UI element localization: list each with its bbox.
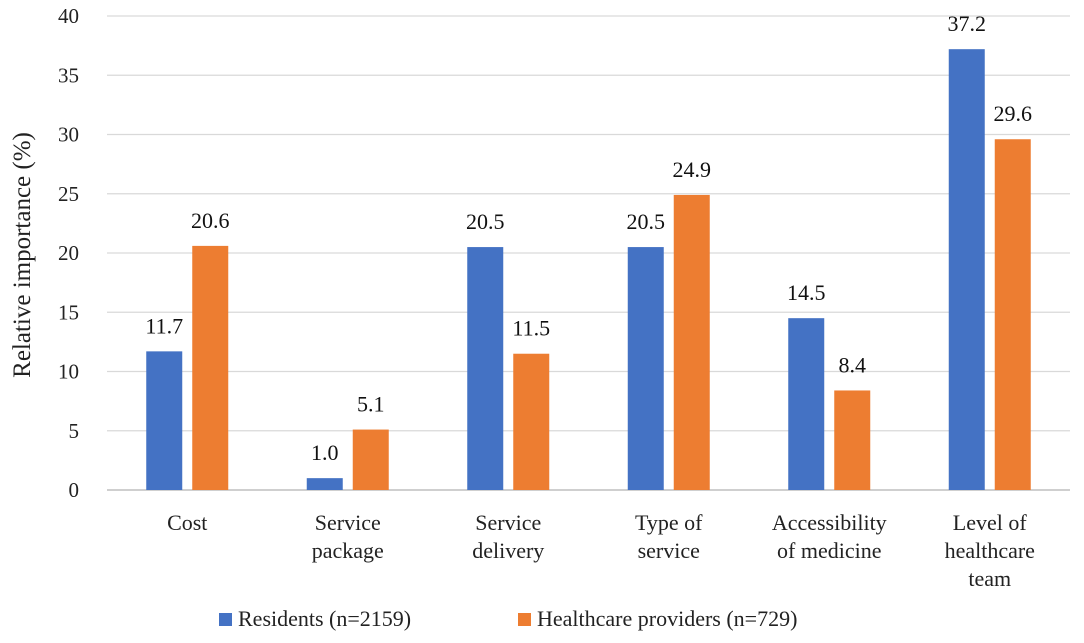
legend: Residents (n=2159) Healthcare providers (… [219,606,797,631]
y-tick-label: 0 [69,478,80,502]
category-label: Service delivery [472,510,544,563]
gridlines [107,15,1070,491]
legend-swatch [219,613,232,626]
y-tick-label: 20 [58,241,79,265]
bar-residents-2 [467,247,504,490]
y-tick-label: 40 [58,4,79,28]
category-label: Level of healthcare team [945,510,1035,591]
category-labels: Cost Service package Service delivery Type of… [167,510,1035,591]
data-labels: 11.7 1.0 20.5 20.5 14.5 37.2 20.6 5.1 11.5 24.9 8.… [145,11,1032,465]
bar-providers-5 [994,139,1031,491]
data-label: 11.7 [145,313,183,338]
data-label: 5.1 [357,392,385,417]
category-label: Type of service [635,510,703,563]
y-tick-label: 25 [58,182,79,206]
data-label: 24.9 [673,157,712,182]
category-label: Cost [167,510,207,535]
y-axis-ticks: 0 5 10 15 20 25 30 35 40 [58,4,79,502]
bar-providers-0 [192,245,229,490]
bar-providers-4 [834,390,871,490]
data-label: 20.5 [627,209,666,234]
y-tick-label: 10 [58,360,79,384]
data-label: 20.6 [191,208,230,233]
bar-residents-0 [146,351,183,490]
bar-providers-2 [513,353,550,490]
data-label: 14.5 [787,280,826,305]
legend-label: Healthcare providers (n=729) [537,606,797,631]
data-label: 20.5 [466,209,505,234]
bar-residents-5 [948,49,985,491]
data-label: 29.6 [994,101,1033,126]
y-tick-label: 35 [58,63,79,87]
bar-providers-3 [673,194,710,490]
y-axis-title: Relative importance (%) [9,132,36,378]
data-label: 8.4 [839,352,867,377]
category-label: Accessibility of medicine [772,510,887,563]
legend-swatch [518,613,531,626]
data-label: 1.0 [311,440,339,465]
bars [146,49,1031,491]
bar-providers-1 [352,429,389,490]
bar-residents-1 [306,478,343,490]
y-tick-label: 5 [69,419,80,443]
category-label: Service package [312,510,384,563]
y-tick-label: 15 [58,300,79,324]
y-tick-label: 30 [58,123,79,147]
data-label: 11.5 [512,316,550,341]
data-label: 37.2 [948,11,987,36]
legend-label: Residents (n=2159) [238,606,411,631]
bar-residents-3 [627,247,664,490]
bar-residents-4 [788,318,825,490]
